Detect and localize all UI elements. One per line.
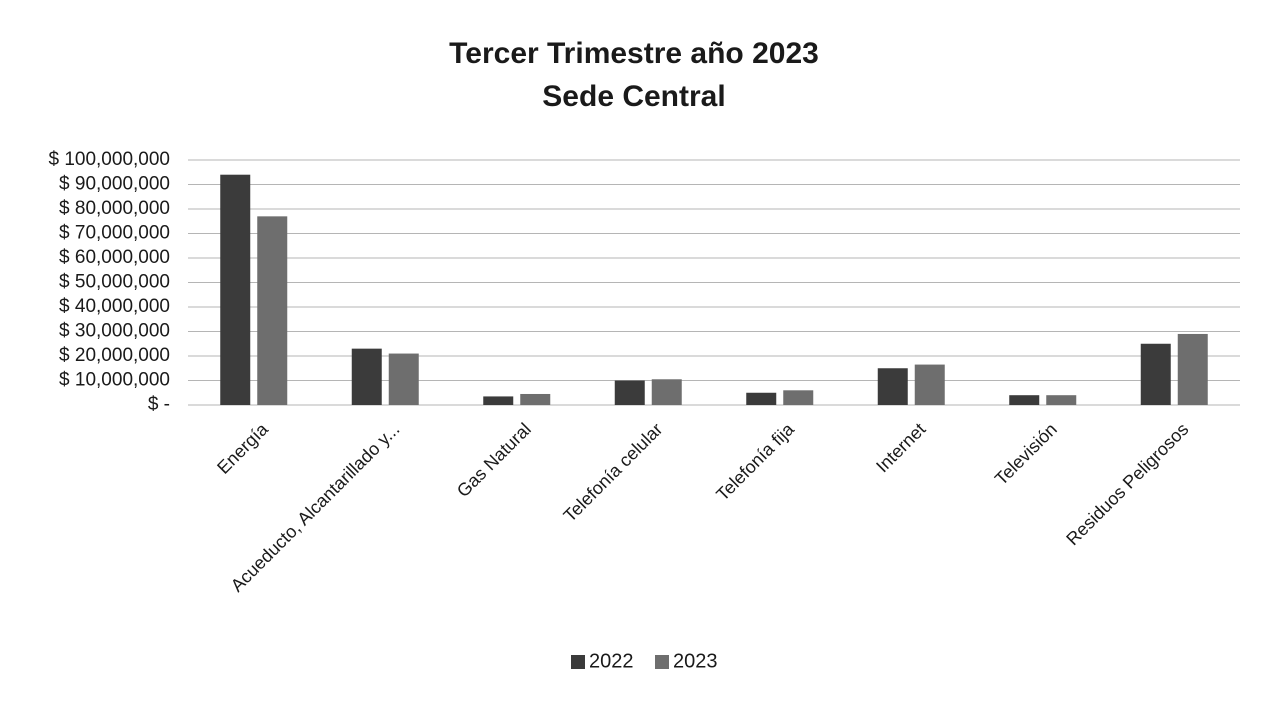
legend-swatch	[655, 655, 669, 669]
bar	[651, 379, 682, 405]
x-tick-label: Internet	[872, 419, 929, 476]
legend-swatch	[571, 655, 585, 669]
y-tick-label: $ 90,000,000	[59, 174, 170, 195]
x-tick-label: Televisión	[991, 419, 1061, 489]
x-tick-label: Telefonía celular	[560, 419, 667, 526]
bar	[520, 393, 551, 405]
y-tick-label: $ 40,000,000	[59, 296, 170, 317]
chart-subtitle: Sede Central	[542, 80, 725, 113]
y-tick-label: $ 80,000,000	[59, 198, 170, 219]
bar	[388, 353, 419, 405]
bar	[1177, 333, 1208, 405]
bar	[351, 348, 382, 405]
bar	[220, 174, 251, 405]
y-tick-label: $ -	[148, 394, 170, 415]
bar	[1009, 395, 1040, 405]
chart-title: Tercer Trimestre año 2023	[449, 37, 819, 70]
x-tick-label: Gas Natural	[453, 419, 535, 501]
bar	[1046, 395, 1077, 405]
legend-label: 2023	[673, 650, 718, 672]
bar	[877, 368, 908, 405]
y-tick-label: $ 100,000,000	[48, 149, 170, 170]
x-tick-label: Telefonía fija	[712, 418, 798, 504]
y-tick-label: $ 50,000,000	[59, 272, 170, 293]
y-tick-label: $ 20,000,000	[59, 345, 170, 366]
y-tick-label: $ 10,000,000	[59, 370, 170, 391]
bar	[483, 396, 514, 405]
bar	[614, 380, 645, 405]
legend-label: 2022	[589, 650, 634, 672]
bar	[257, 216, 288, 405]
bar	[783, 390, 814, 405]
y-tick-label: $ 70,000,000	[59, 223, 170, 244]
y-tick-label: $ 60,000,000	[59, 247, 170, 268]
bar	[1140, 343, 1171, 405]
x-tick-label: Energía	[213, 418, 272, 477]
bar	[914, 364, 945, 405]
y-tick-label: $ 30,000,000	[59, 321, 170, 342]
bar	[746, 392, 777, 405]
x-tick-label: Residuos Peligrosos	[1062, 419, 1192, 549]
